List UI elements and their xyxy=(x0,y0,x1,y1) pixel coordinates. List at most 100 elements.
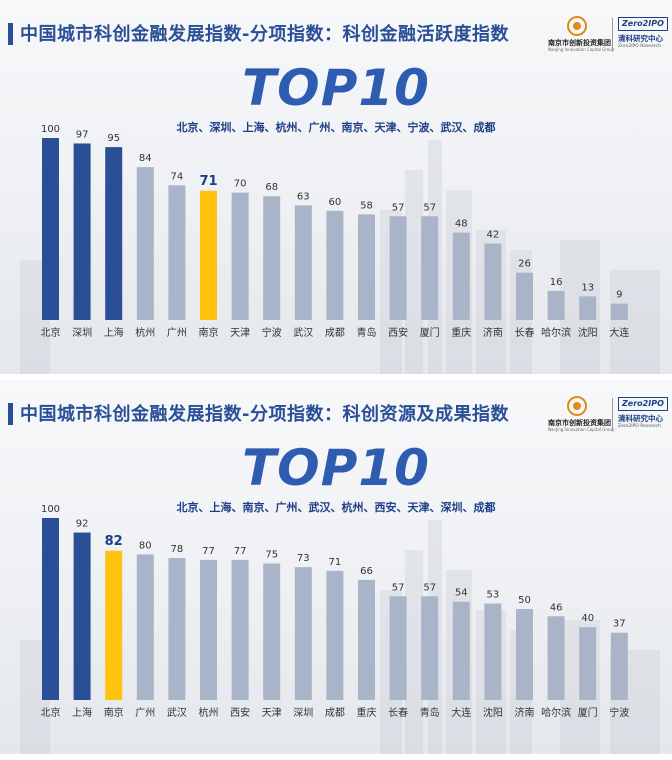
data-label-厦门: 57 xyxy=(423,202,436,213)
bar-哈尔滨 xyxy=(547,616,565,700)
plum-blossom-icon xyxy=(567,16,587,36)
bar-大连 xyxy=(610,303,628,320)
nanjing-innovation-logo: 南京市创新投资集团 Nanjing Innovation Capital Gro… xyxy=(548,396,615,432)
data-label-青岛: 57 xyxy=(423,582,436,593)
bar-广州 xyxy=(136,554,154,700)
bar-哈尔滨 xyxy=(547,290,565,320)
data-label-北京: 100 xyxy=(41,124,60,135)
category-label-武汉: 武汉 xyxy=(167,706,187,719)
category-label-天津: 天津 xyxy=(262,707,282,719)
bar-杭州 xyxy=(136,167,154,320)
category-label-青岛: 青岛 xyxy=(357,326,377,339)
data-label-成都: 71 xyxy=(329,557,342,568)
logo-b-cn: 清科研究中心 xyxy=(618,34,663,43)
data-label-广州: 80 xyxy=(139,540,152,551)
category-label-重庆: 重庆 xyxy=(357,706,377,719)
headline-top10: TOP10 xyxy=(242,59,430,117)
bar-长春 xyxy=(389,596,407,700)
bar-西安 xyxy=(389,216,407,320)
data-label-杭州: 77 xyxy=(202,546,215,557)
bar-chart-activity: 100 北京 97 深圳 95 上海 84 杭州 74 广州 71 南京 70 天津 68 宁波 63 武汉 60 成… xyxy=(41,124,630,339)
bar-青岛 xyxy=(358,214,375,320)
category-label-广州: 广州 xyxy=(167,327,187,339)
bar-成都 xyxy=(326,570,344,700)
category-label-杭州: 杭州 xyxy=(135,326,155,339)
bar-上海 xyxy=(105,147,123,320)
bar-chart-resources: 100 北京 92 上海 82 南京 80 广州 78 武汉 77 杭州 77 西安 75 天津 73 深圳 71 成… xyxy=(41,504,630,719)
data-label-广州: 74 xyxy=(171,171,184,182)
category-label-西安: 西安 xyxy=(230,706,250,719)
data-label-宁波: 68 xyxy=(265,182,278,193)
panel-title: 中国城市科创金融发展指数-分项指数：科创资源及成果指数 xyxy=(20,404,509,425)
bar-厦门 xyxy=(579,627,597,700)
category-label-西安: 西安 xyxy=(388,326,408,339)
data-label-上海: 92 xyxy=(76,519,89,530)
logo-b-en: Zero2IPO Research xyxy=(618,44,661,49)
category-label-深圳: 深圳 xyxy=(293,707,313,719)
logo-b-badge: Zero2IPO xyxy=(618,17,668,31)
category-label-北京: 北京 xyxy=(41,326,61,339)
category-label-长春: 长春 xyxy=(515,327,535,339)
bar-武汉 xyxy=(168,558,186,700)
bar-天津 xyxy=(263,563,281,700)
category-label-深圳: 深圳 xyxy=(72,327,92,339)
bar-南京 xyxy=(105,550,123,700)
category-label-哈尔滨: 哈尔滨 xyxy=(541,706,571,719)
category-label-沈阳: 沈阳 xyxy=(578,326,598,339)
data-label-南京: 71 xyxy=(199,174,217,189)
logo-b-cn: 清科研究中心 xyxy=(618,414,663,423)
bar-青岛 xyxy=(421,596,439,700)
category-label-天津: 天津 xyxy=(230,327,250,339)
data-label-北京: 100 xyxy=(41,504,60,515)
category-label-大连: 大连 xyxy=(451,706,471,719)
logo-b-badge: Zero2IPO xyxy=(618,397,668,411)
panel-activity-index: 中国城市科创金融发展指数-分项指数：科创金融活跃度指数 南京市创新投资集团 Na… xyxy=(0,0,672,374)
category-label-南京: 南京 xyxy=(199,326,219,339)
data-label-青岛: 58 xyxy=(360,200,373,211)
data-label-重庆: 66 xyxy=(360,566,373,577)
bar-深圳 xyxy=(294,567,312,700)
bar-宁波 xyxy=(263,196,281,320)
bar-重庆 xyxy=(452,232,470,320)
bar-杭州 xyxy=(200,559,217,700)
bar-西安 xyxy=(231,559,249,700)
logo-a-en: Nanjing Innovation Capital Group xyxy=(548,427,615,432)
bar-大连 xyxy=(452,601,470,700)
zero2ipo-logo: Zero2IPO 清科研究中心 Zero2IPO Research xyxy=(616,396,672,432)
plum-blossom-icon xyxy=(567,396,587,416)
category-label-厦门: 厦门 xyxy=(578,706,598,719)
data-label-天津: 70 xyxy=(234,179,247,190)
data-label-济南: 42 xyxy=(487,230,500,241)
category-label-济南: 济南 xyxy=(483,326,503,339)
data-label-西安: 77 xyxy=(234,546,247,557)
category-label-宁波: 宁波 xyxy=(262,326,282,339)
category-label-成都: 成都 xyxy=(325,327,345,339)
panel-resources-index: 中国城市科创金融发展指数-分项指数：科创资源及成果指数 南京市创新投资集团 Na… xyxy=(0,380,672,754)
data-label-哈尔滨: 46 xyxy=(550,602,563,613)
data-label-杭州: 84 xyxy=(139,153,152,164)
data-label-沈阳: 13 xyxy=(581,282,594,293)
bar-宁波 xyxy=(610,632,628,700)
category-label-厦门: 厦门 xyxy=(420,326,440,339)
category-label-青岛: 青岛 xyxy=(420,706,440,719)
data-label-大连: 54 xyxy=(455,588,468,599)
category-label-北京: 北京 xyxy=(41,706,61,719)
logo-a-en: Nanjing Innovation Capital Group xyxy=(548,47,615,52)
category-label-广州: 广州 xyxy=(135,707,155,719)
data-label-济南: 50 xyxy=(518,595,531,606)
category-label-沈阳: 沈阳 xyxy=(483,706,503,719)
bar-厦门 xyxy=(421,216,439,320)
category-label-上海: 上海 xyxy=(72,706,92,719)
data-label-长春: 57 xyxy=(392,582,405,593)
logo-divider xyxy=(612,398,613,430)
data-label-南京: 82 xyxy=(105,534,123,549)
bar-沈阳 xyxy=(484,603,502,700)
bar-北京 xyxy=(42,518,59,700)
bar-北京 xyxy=(42,138,59,320)
data-label-重庆: 48 xyxy=(455,219,468,230)
data-label-大连: 9 xyxy=(616,290,622,301)
bar-南京 xyxy=(200,190,217,320)
data-label-武汉: 78 xyxy=(171,544,184,555)
category-label-宁波: 宁波 xyxy=(609,706,629,719)
top10-city-list: 北京、深圳、上海、杭州、广州、南京、天津、宁波、武汉、成都 xyxy=(176,121,496,134)
